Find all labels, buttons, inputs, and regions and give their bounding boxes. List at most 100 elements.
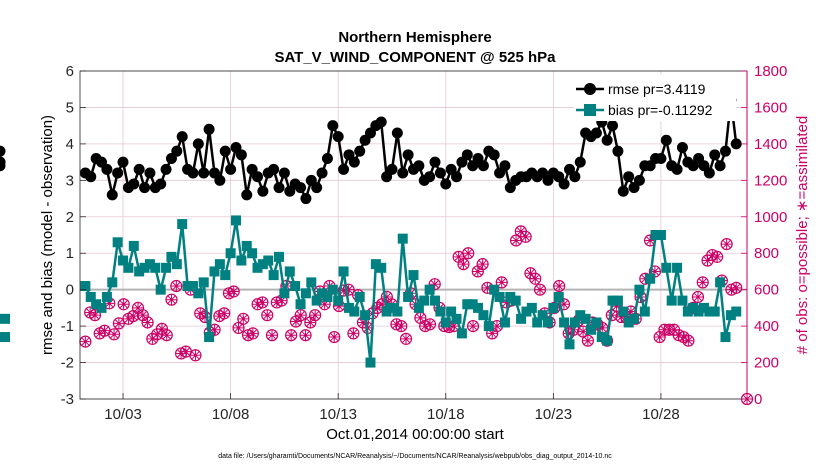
bias-point: [672, 262, 683, 273]
rmse-point: [273, 182, 285, 194]
rmse-point: [348, 156, 360, 168]
bias-point: [586, 324, 597, 335]
bias-point: [693, 306, 704, 317]
x-tick-label: 10/03: [104, 406, 142, 423]
obs-assimilated-point: [453, 251, 464, 262]
bias-point: [467, 299, 478, 310]
obs-possible-point: [466, 320, 480, 333]
rmse-point: [311, 182, 323, 194]
rmse-point: [709, 149, 721, 161]
obs-assimilated-point: [190, 350, 201, 361]
obs-assimilated-point: [511, 235, 522, 246]
obs-possible-point: [141, 316, 154, 329]
bias-point: [193, 288, 204, 299]
rmse-point: [155, 178, 167, 190]
bias-point: [451, 313, 462, 324]
bias-point: [101, 291, 112, 302]
obs-assimilated-point: [180, 346, 191, 357]
obs-assimilated-point: [726, 284, 737, 295]
rmse-point: [434, 167, 446, 179]
rmse-point: [558, 178, 570, 190]
rmse-point: [676, 142, 688, 154]
y2-tick-label: 400: [754, 318, 779, 335]
rmse-point: [128, 178, 140, 190]
obs-assimilated-point: [707, 250, 718, 261]
obs-possible-point: [165, 293, 178, 306]
obs-assimilated-point: [209, 324, 220, 335]
rmse-point: [461, 149, 473, 161]
bias-point: [155, 284, 166, 295]
bias-point: [596, 332, 607, 343]
rmse-point: [332, 131, 344, 143]
obs-assimilated-point: [501, 297, 512, 308]
obs-assimilated-point: [611, 301, 622, 312]
obs-assimilated-point: [697, 277, 708, 288]
rmse-point: [623, 171, 635, 183]
rmse-point: [714, 160, 726, 172]
bias-point: [107, 277, 118, 288]
obs-assimilated-point: [487, 328, 498, 339]
bias-point: [241, 240, 252, 251]
obs-assimilated-point: [286, 330, 297, 341]
obs-possible-point: [117, 298, 130, 311]
obs-assimilated-point: [238, 313, 249, 324]
obs-possible-point: [730, 281, 743, 294]
rmse-point: [607, 120, 619, 132]
obs-assimilated-point: [152, 329, 163, 340]
obs-possible-point: [170, 279, 183, 293]
obs-assimilated-point: [683, 335, 694, 346]
obs-assimilated-point: [214, 311, 225, 322]
obs-assimilated-point: [424, 319, 435, 330]
rmse-point: [451, 171, 463, 183]
obs-assimilated-point: [89, 310, 100, 321]
rmse-point: [252, 171, 264, 183]
bias-point: [688, 302, 699, 313]
obs-assimilated-point: [128, 311, 139, 322]
obs-possible-point: [294, 309, 307, 322]
bias-point: [365, 357, 376, 368]
y2-tick-label: 800: [754, 245, 779, 262]
obs-assimilated-point: [625, 306, 636, 317]
obs-assimilated-point: [558, 299, 569, 310]
rmse-point: [386, 163, 398, 175]
obs-assimilated-point: [673, 330, 684, 341]
bias-point: [650, 230, 661, 240]
bias-point: [80, 281, 91, 292]
obs-assimilated-point: [520, 231, 531, 242]
bias-point: [629, 313, 640, 324]
bias-point: [343, 302, 354, 313]
chart-subtitle: SAT_V_WIND_COMPONENT @ 525 hPa: [274, 49, 556, 66]
grid: [80, 70, 747, 400]
rmse-point: [144, 167, 156, 179]
rmse-point: [192, 138, 204, 150]
bias-point: [123, 262, 134, 273]
obs-possible-point: [399, 332, 413, 345]
obs-possible-point: [533, 283, 547, 296]
obs-possible-point: [256, 296, 269, 309]
y2-axis-label: # of obs: o=possible; ∗=assimilated: [794, 116, 811, 355]
bias-point: [177, 219, 188, 230]
bias-point: [225, 248, 236, 259]
obs-assimilated-point: [137, 310, 148, 321]
obs-possible-point: [261, 309, 274, 322]
obs-assimilated-point: [271, 297, 282, 308]
bias-point: [263, 255, 274, 266]
obs-assimilated-point: [578, 326, 589, 337]
y-tick-label: -1: [61, 318, 74, 335]
bias-point: [322, 291, 333, 302]
y-tick-label: -2: [61, 355, 74, 372]
bias-point: [134, 266, 145, 277]
obs-possible-point: [462, 247, 475, 260]
obs-assimilated-point: [535, 284, 546, 295]
chart-title: Northern Hemisphere: [338, 29, 491, 46]
y-tick-label: 5: [66, 99, 74, 116]
obs-assimilated-point: [606, 310, 617, 321]
obs-assimilated-point: [123, 313, 134, 324]
bias-point: [284, 266, 295, 277]
bias-point: [682, 306, 693, 317]
obs-assimilated-point: [319, 299, 330, 310]
obs-assimilated-point: [104, 298, 115, 309]
bias-point: [645, 273, 656, 284]
obs-possible-point: [696, 276, 709, 289]
